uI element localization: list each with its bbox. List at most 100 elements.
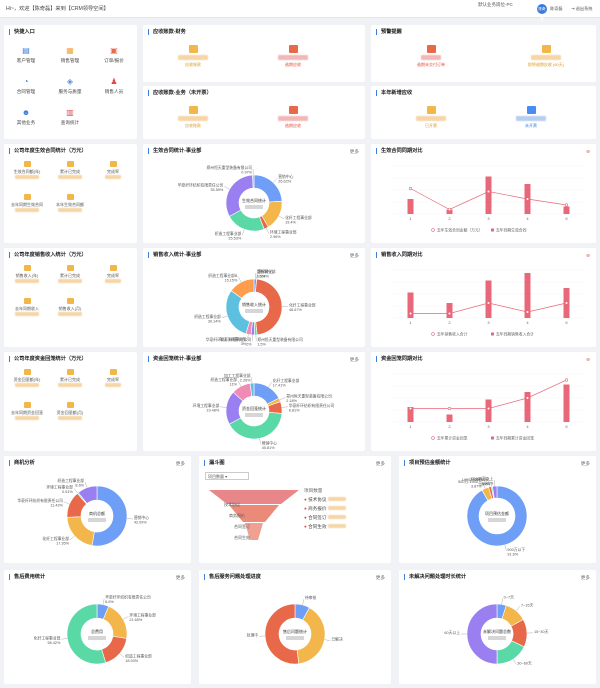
quick-entry-order[interactable]: ▣ 订单/报价 <box>104 46 124 63</box>
bar <box>485 399 492 422</box>
donut-slice <box>249 382 255 397</box>
label-leader <box>102 598 105 605</box>
income-compare-card: 销售收入同期对比 ⊖ 1 2 3 4 5 去年销售收入合计 去年同期销售收入合计 <box>371 248 596 347</box>
funnel-label: 合同签订 <box>234 523 250 529</box>
stat-item: 去年同期生效合同 <box>6 194 48 213</box>
stat-item: 完成率 <box>92 369 134 388</box>
bar <box>485 280 492 318</box>
x-tick-label: 5 <box>565 424 568 429</box>
donut-slice <box>77 485 98 504</box>
avatar[interactable]: 陈奇磊 <box>537 4 547 21</box>
user-name[interactable]: 陈奇磊 <box>550 6 563 11</box>
more-link[interactable]: 更多 <box>349 253 359 258</box>
donut-slice <box>101 636 128 664</box>
collapse-icon[interactable]: ⊖ <box>586 357 590 362</box>
donut-slice <box>230 278 255 299</box>
more-link[interactable]: 更多 <box>349 149 359 154</box>
more-link[interactable]: 更多 <box>580 575 590 580</box>
collapse-icon[interactable]: ⊖ <box>586 149 590 154</box>
not-invoiced-stat[interactable]: 未开票 <box>501 106 561 129</box>
income-compare-chart: 1 2 3 4 5 去年销售收入合计 去年同期销售收入合计 <box>391 269 586 337</box>
upcoming-overdue-stat[interactable]: 即将逾期应收 (60天) <box>501 45 591 68</box>
label-leader <box>281 406 288 408</box>
overdue-stat[interactable]: 逾期应收 <box>263 45 323 68</box>
bar <box>524 273 531 318</box>
bar <box>563 384 570 422</box>
line-point <box>525 396 530 400</box>
quick-entry-contract[interactable]: ◔ 合同管理 <box>16 77 36 94</box>
label-leader <box>63 501 70 505</box>
slice-label: 织造工程事业部 <box>215 231 242 236</box>
contract-compare-card: 生效合同同期对比 ⊖ 1 2 3 4 5 去年生效合同金额（万元） 去年同期生效合同 <box>371 144 596 243</box>
slice-value: 3% <box>241 342 247 346</box>
slice-value: 0.6% <box>481 482 490 486</box>
overdue-order-stat[interactable]: 逾期未交付订单 <box>396 45 466 68</box>
donut-center-label: 售后问题统计 <box>283 628 307 634</box>
receivable-business-stat[interactable]: 应收账款 <box>163 106 223 129</box>
label-leader <box>482 482 486 489</box>
quick-entry-other[interactable]: ☻ 其他业务 <box>16 108 36 125</box>
income-dept-donut: 重新事业部1.5%营销中心0.04%化纤工程事业部46.67%郑州恒天重型装备有… <box>194 269 316 346</box>
capital-compare-chart: 1 2 3 4 5 去年累计资金回笼 去年同期累计资金回笼 <box>391 373 586 441</box>
label-leader <box>324 639 331 641</box>
label-leader <box>123 616 129 620</box>
more-link[interactable]: 更多 <box>349 357 359 362</box>
invoiced-stat[interactable]: 已开票 <box>401 106 461 129</box>
redacted-value <box>286 636 304 640</box>
card-title: 资金回笼统计-事业部 <box>148 356 201 362</box>
funnel-select[interactable]: 项目数量 ▾ <box>205 472 249 480</box>
donut-center-label: 未解决问题总数 <box>483 628 511 634</box>
line-point <box>447 406 452 411</box>
card-title: 快捷入口 <box>9 29 35 35</box>
receivable-business-card: 应收账款-业务（未开票） 应收账款 逾期应收 <box>143 86 365 139</box>
quick-entry-service[interactable]: ◈ 服务与质量 <box>58 77 82 94</box>
slice-value: 1.5% <box>257 342 266 346</box>
funnel-legend-item: ● 合同生效 <box>304 522 346 531</box>
x-tick-label: 2 <box>448 320 451 325</box>
quick-entry-salesperson[interactable]: ♟ 销售人员 <box>104 77 124 94</box>
after-sales-cost-card: 售后费用统计 更多 华豪纤环纺织有限责任公司 6.6% 环境工程事业部 21.65% 织… <box>4 570 191 684</box>
quick-entry-customer[interactable]: ▤ 客户管理 <box>16 46 36 63</box>
bar <box>446 303 453 318</box>
x-tick-label: 1 <box>409 424 412 429</box>
quick-entry-sales[interactable]: ▦ 销售管理 <box>60 46 80 63</box>
more-link[interactable]: 更多 <box>175 575 185 580</box>
contract-stats-card: 公司年度生效合同统计（万元） 生效合同额(年) 累计已完成 完成率 去年同期生效… <box>4 144 137 243</box>
slice-value: 17.35% <box>56 541 70 545</box>
quick-entry-query[interactable]: ▥ 查询统计 <box>60 108 80 125</box>
card-title: 销售收入统计-事业部 <box>148 252 201 258</box>
stat-item: 累计已完成 <box>49 369 91 388</box>
slice-label: 环境工程事业部 <box>270 230 297 235</box>
slice-label: 7~15天 <box>521 603 534 607</box>
label-leader <box>84 481 88 488</box>
more-link[interactable]: 更多 <box>375 461 385 466</box>
donut-slice <box>466 603 498 665</box>
more-link[interactable]: 更多 <box>580 461 590 466</box>
income-dept-card: 销售收入统计-事业部 更多 重新事业部 1.5% 营销中心 0.04% 化纤工程事业部 4… <box>143 248 365 347</box>
slice-value: 42.09% <box>134 520 148 524</box>
chart-icon: ▥ <box>66 108 74 117</box>
more-link[interactable]: 更多 <box>375 575 385 580</box>
slice-label: 营销中心 <box>262 440 277 445</box>
dept-selector[interactable]: 默认业务岗位-PC <box>478 2 513 7</box>
bar <box>446 414 453 422</box>
label-leader <box>302 599 305 605</box>
donut-center-label: 总费用 <box>91 628 103 634</box>
more-link[interactable]: 更多 <box>175 461 185 466</box>
receivable-stat[interactable]: 应收账款 <box>163 45 223 68</box>
line-point <box>525 197 530 201</box>
card-title: 售后费用统计 <box>9 574 45 580</box>
legend-label: 去年累计资金回笼 <box>437 436 468 441</box>
slice-label: 织造工程事业部 <box>125 654 152 659</box>
slice-label: 加工工程事业部 <box>220 336 247 341</box>
line-point <box>486 301 491 305</box>
unresolved-time-card: 未解决问题处理时长统计 更多 0~7天 7~15天 15~30天 30~60天 60天以… <box>399 570 596 684</box>
funnel-legend-header: 项目数量 <box>304 488 323 493</box>
redacted-value <box>488 636 506 640</box>
logout-button[interactable]: ⇥ 退出系统 <box>571 6 593 11</box>
slice-label: 重新事业部 <box>257 269 276 274</box>
collapse-icon[interactable]: ⊖ <box>586 253 590 258</box>
stat-item: 完成率 <box>92 161 134 180</box>
overdue-business-stat[interactable]: 逾期应收 <box>263 106 323 129</box>
